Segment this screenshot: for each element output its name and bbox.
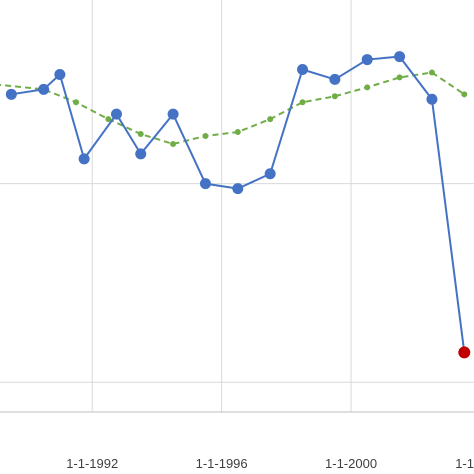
measurement-point	[135, 148, 147, 160]
measurement-point	[264, 168, 276, 180]
x-tick-label: 1-1-1996	[196, 456, 248, 471]
measurement-point	[38, 83, 50, 95]
x-tick-label: 1-1-2000	[325, 456, 377, 471]
biweight-local-mean-point	[73, 99, 80, 106]
biweight-local-mean-point	[202, 133, 209, 140]
biweight-local-mean-point	[170, 140, 177, 147]
measurement-line	[11, 55, 466, 353]
measurement-point	[426, 93, 438, 105]
measurement-point	[54, 68, 66, 80]
biweight-local-mean-point	[137, 131, 144, 138]
measurement-point	[199, 178, 211, 190]
biweight-local-mean-point	[364, 84, 371, 91]
biweight-local-mean-point	[331, 93, 338, 100]
biweight-local-mean-point	[234, 129, 241, 136]
measurement-point	[297, 63, 309, 75]
measurement-point	[78, 153, 90, 165]
measurement-point	[329, 73, 341, 85]
measurement-point	[110, 108, 122, 120]
x-tick-label: 1-1	[455, 456, 474, 471]
biweight-local-mean-point	[299, 99, 306, 106]
measurement-point	[361, 54, 373, 66]
measurement-point	[394, 51, 406, 63]
plot-series	[0, 51, 471, 359]
measurement-point	[5, 88, 17, 100]
x-tick-label: 1-1-1992	[66, 456, 118, 471]
biweight-local-mean-point	[267, 116, 274, 123]
biweight-local-mean-point	[396, 74, 403, 81]
biweight-local-mean-point	[428, 69, 435, 76]
measurement-point	[167, 108, 179, 120]
biweight-local-mean-point	[461, 91, 468, 98]
measurement-point	[458, 346, 471, 359]
biweight-local-mean-point	[105, 116, 112, 123]
measurement-point	[232, 183, 244, 195]
x-tick-labels: 1-1-1992 1-1-1996 1-1-2000 1-1	[66, 456, 474, 471]
